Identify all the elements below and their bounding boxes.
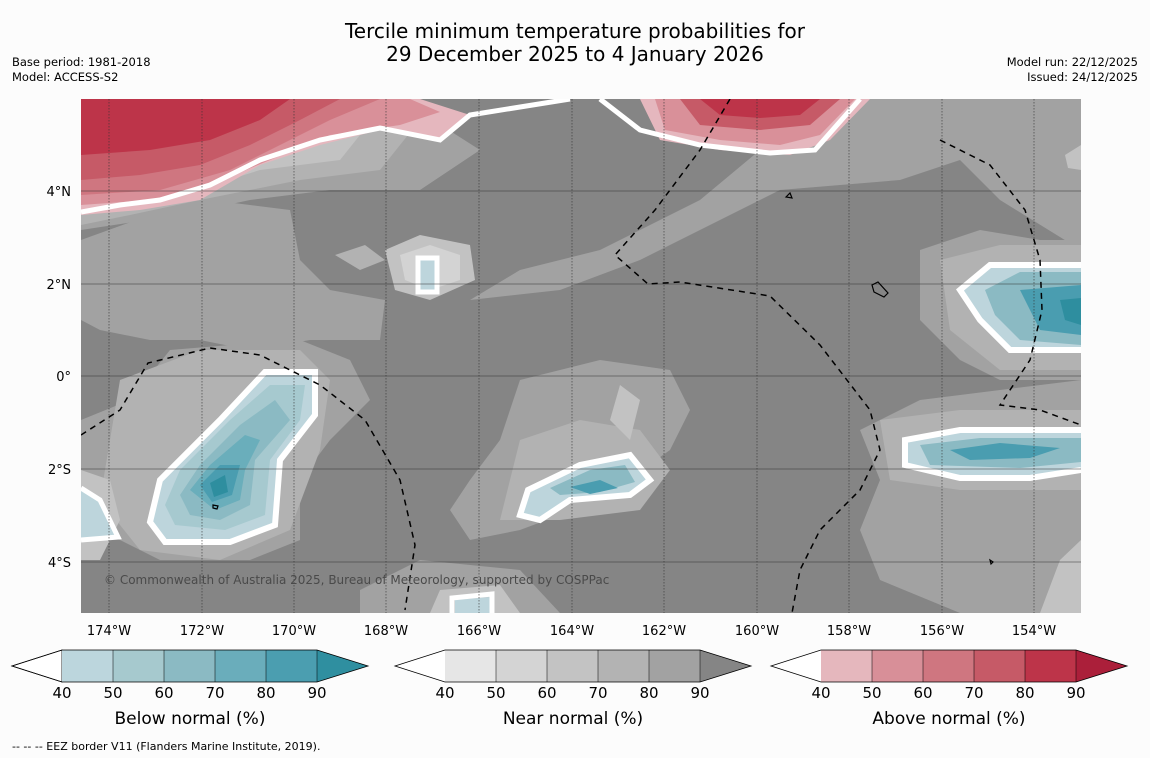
chart-title-line1: Tercile minimum temperature probabilitie…	[344, 19, 806, 43]
colorbar-below-outline	[10, 649, 370, 683]
cbar-tick: 60	[154, 684, 174, 702]
colorbar-above-upper-arrow	[1076, 650, 1127, 682]
cbar-tick: 60	[537, 684, 557, 702]
colorbar-near-upper-arrow	[700, 650, 751, 682]
lon-label: 166°W	[457, 624, 501, 639]
colorbars	[10, 649, 1129, 683]
cbar-tick: 40	[52, 684, 72, 702]
chart-title-line2: 29 December 2025 to 4 January 2026	[386, 42, 764, 66]
colorbar-below	[10, 649, 370, 683]
islands	[212, 191, 994, 566]
footnote: -- -- -- EEZ border V11 (Flanders Marine…	[12, 740, 321, 753]
colorbar-near-bin	[547, 650, 598, 682]
colorbar-above-bin	[872, 650, 923, 682]
probability-map: © Commonwealth of Australia 2025, Bureau…	[47, 99, 1081, 639]
colorbar-near-bin	[649, 650, 700, 682]
cbar-tick: 80	[256, 684, 276, 702]
lat-label: 4°S	[48, 556, 71, 571]
lon-label: 170°W	[272, 624, 316, 639]
colorbar-near-label: Near normal (%)	[502, 709, 644, 729]
colorbar-below-bin	[266, 650, 317, 682]
colorbar-near-outline	[393, 649, 753, 683]
lon-label: 160°W	[735, 624, 779, 639]
colorbar-above-bin	[974, 650, 1025, 682]
lon-label: 158°W	[827, 624, 871, 639]
cbar-tick: 90	[307, 684, 327, 702]
colorbar-above-outline	[769, 649, 1129, 683]
cbar-tick: 90	[690, 684, 710, 702]
cbar-tick: 40	[811, 684, 831, 702]
issued-text: Issued: 24/12/2025	[1027, 70, 1138, 84]
above-normal-regions	[81, 99, 870, 215]
lat-label: 0°	[56, 370, 71, 385]
info-right: Model run: 22/12/2025 Issued: 24/12/2025	[1007, 55, 1138, 85]
colorbar-below-label: Below normal (%)	[114, 709, 266, 729]
lon-label: 154°W	[1012, 624, 1056, 639]
colorbar-near-lower-arrow	[395, 650, 445, 682]
lon-label: 164°W	[550, 624, 594, 639]
eez-borders	[81, 99, 1081, 613]
lon-label: 172°W	[180, 624, 224, 639]
cbar-tick: 40	[435, 684, 455, 702]
cbar-tick: 50	[486, 684, 506, 702]
cbar-tick: 80	[639, 684, 659, 702]
cbar-tick: 50	[862, 684, 882, 702]
colorbar-near-bin	[445, 650, 496, 682]
latitude-labels: 4°N 2°N 0° 2°S 4°S	[47, 185, 72, 571]
model-text: Model: ACCESS-S2	[12, 70, 119, 84]
info-left: Base period: 1981-2018 Model: ACCESS-S2	[12, 55, 151, 85]
cbar-tick: 50	[103, 684, 123, 702]
cbar-tick: 90	[1066, 684, 1086, 702]
colorbar-above-lower-arrow	[771, 650, 821, 682]
cbar-tick: 70	[588, 684, 608, 702]
cbar-tick: 70	[205, 684, 225, 702]
cbar-tick: 80	[1015, 684, 1035, 702]
copyright-text: © Commonwealth of Australia 2025, Bureau…	[104, 573, 609, 587]
lon-label: 174°W	[87, 624, 131, 639]
lon-label: 168°W	[364, 624, 408, 639]
colorbar-above-bin	[1025, 650, 1076, 682]
map-plot-area	[81, 99, 1081, 613]
lon-label: 162°W	[642, 624, 686, 639]
colorbar-below-lower-arrow	[10, 649, 63, 683]
longitude-labels: 174°W 172°W 170°W 168°W 166°W 164°W 162°…	[87, 624, 1056, 639]
colorbar-below-bin	[164, 650, 215, 682]
colorbar-above-bin	[821, 650, 872, 682]
colorbar-below-upper-arrow	[317, 650, 368, 682]
colorbar-near-bin	[496, 650, 547, 682]
lat-label: 2°S	[48, 463, 71, 478]
lon-label: 156°W	[920, 624, 964, 639]
colorbar-near	[393, 649, 753, 683]
lat-label: 4°N	[47, 185, 72, 200]
cbar-tick: 70	[964, 684, 984, 702]
colorbar-near-bin	[598, 650, 649, 682]
colorbar-below-bin	[113, 650, 164, 682]
colorbar-above	[769, 649, 1129, 683]
base-period-text: Base period: 1981-2018	[12, 55, 151, 69]
cbar-tick: 60	[913, 684, 933, 702]
colorbar-below-bin	[62, 650, 113, 682]
lat-label: 2°N	[47, 278, 72, 293]
colorbar-above-label: Above normal (%)	[872, 709, 1026, 729]
colorbar-below-bin	[215, 650, 266, 682]
below-normal-regions	[81, 255, 1081, 613]
latitude-gridlines	[81, 190, 1081, 563]
colorbar-above-bin	[923, 650, 974, 682]
model-run-text: Model run: 22/12/2025	[1006, 55, 1138, 69]
